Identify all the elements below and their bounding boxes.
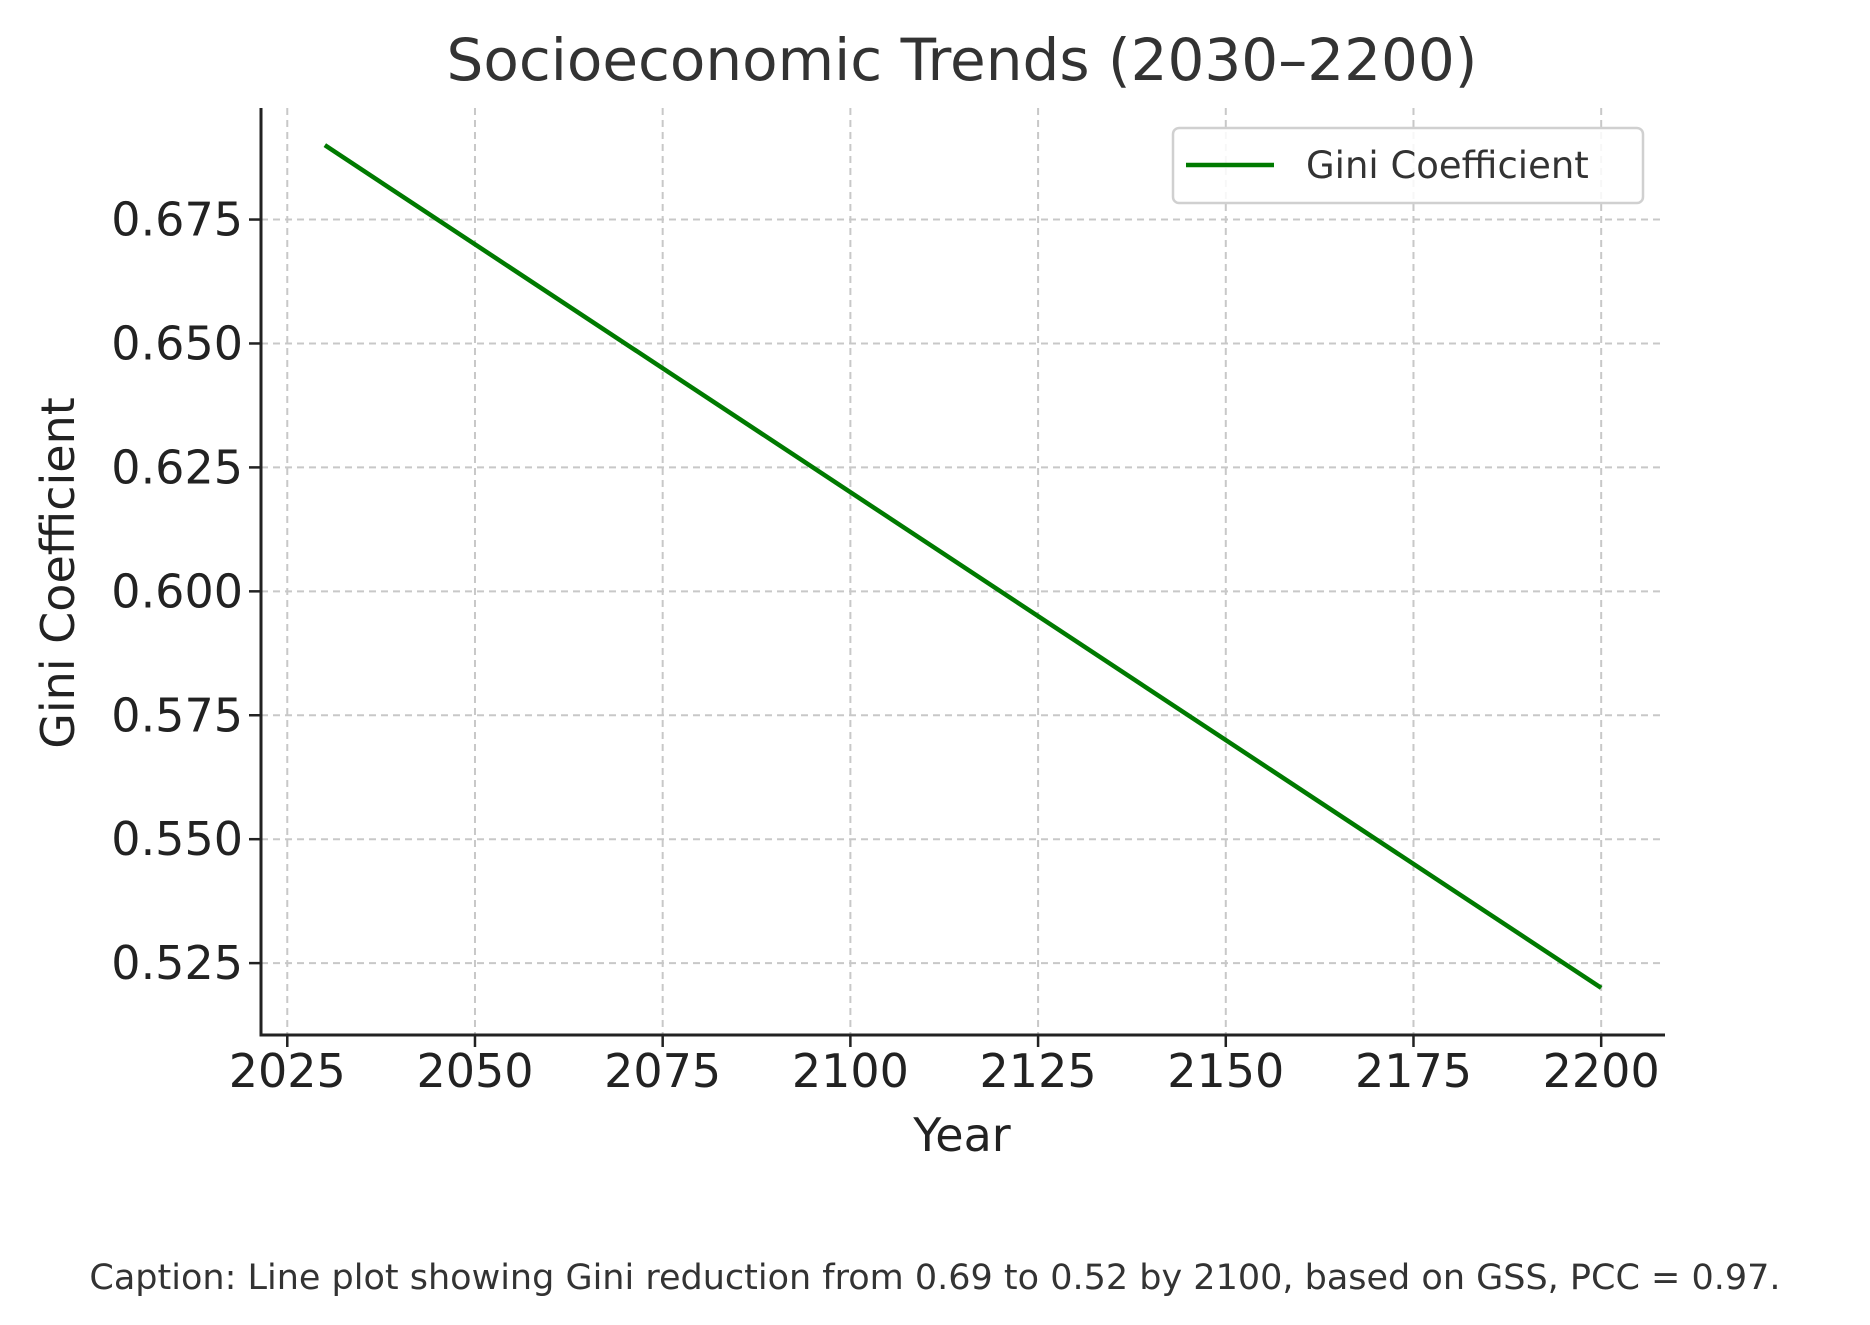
x-tick-label: 2075	[604, 1044, 721, 1098]
y-axis-label: Gini Coefficient	[31, 397, 85, 749]
figure-caption: Caption: Line plot showing Gini reductio…	[89, 1258, 1781, 1298]
series-line-gini-coefficient	[323, 143, 1603, 990]
legend-entry: Gini Coefficient	[1306, 144, 1589, 187]
legend: Gini Coefficient	[1171, 126, 1645, 205]
x-tick-label: 2125	[980, 1044, 1097, 1098]
y-tick-label: 0.650	[111, 316, 243, 370]
y-tick-label: 0.675	[111, 193, 243, 247]
y-tick-label: 0.550	[111, 812, 243, 866]
y-tick-label: 0.600	[111, 564, 243, 618]
y-ticks: 0.525 0.550 0.575 0.600 0.625 0.650 0.675	[111, 193, 261, 990]
y-tick-label: 0.575	[111, 688, 243, 742]
grid	[261, 108, 1665, 1035]
x-tick-label: 2200	[1543, 1044, 1660, 1098]
y-tick-label: 0.625	[111, 440, 243, 494]
axes	[259, 108, 1665, 1037]
x-tick-label: 2025	[229, 1044, 346, 1098]
x-tick-label: 2175	[1355, 1044, 1472, 1098]
x-tick-label: 2050	[416, 1044, 533, 1098]
y-tick-label: 0.525	[111, 936, 243, 990]
x-ticks: 2025 2050 2075 2100 2125 2150 2175 2200	[229, 1035, 1660, 1098]
series-layer	[323, 143, 1603, 990]
chart-title: Socioeconomic Trends (2030–2200)	[447, 26, 1478, 94]
legend-box	[1171, 126, 1645, 205]
x-tick-label: 2100	[792, 1044, 909, 1098]
x-axis-label: Year	[912, 1108, 1010, 1162]
x-tick-label: 2150	[1167, 1044, 1284, 1098]
